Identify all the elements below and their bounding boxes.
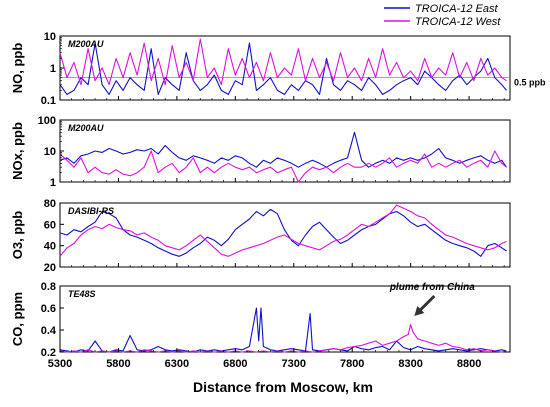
series-line-east [59,307,507,353]
y-tick-label: 0.2 [41,347,56,359]
y-tick-label: 0.6 [41,303,56,315]
instrument-label: TE48S [68,289,96,299]
x-tick-label: 6800 [223,358,247,370]
legend-label-west: TROICA-12 West [415,16,501,28]
annotation-label: plume from China [389,282,475,293]
series-line-west [59,323,507,353]
series-line-east [59,208,507,257]
panel-3: 0.2 0.4 0.6 0.8 TE48S CO, ppm plume from China [10,281,511,359]
y-tick-label: 0.1 [41,95,56,107]
x-tick-label: 5300 [48,358,72,370]
panel-1: 1 10 100 M200AU NOx, ppb [10,115,511,189]
x-tick-label: 8300 [398,358,422,370]
y-tick-label: 40 [44,241,56,253]
y-tick-label: 80 [44,198,56,210]
series-line-west [59,204,507,257]
panel-0: 0.5 ppb 0.1 1 10 M200AU NO, ppb [10,31,546,107]
panels: 0.5 ppb 0.1 1 10 M200AU NO, ppb 1 10 100 M200AU NO… [10,31,546,370]
y-tick-label: 0.4 [41,325,57,337]
y-tick-label: 100 [38,115,56,127]
y-tick-label: 60 [44,219,56,231]
reference-line-label: 0.5 ppb [514,78,546,88]
y-axis-title: O3, ppb [10,211,25,259]
x-axis-title: Distance from Moscow, km [193,379,373,395]
y-tick-label: 10 [44,146,56,158]
annotation-arrow-shaft [417,294,436,314]
y-tick-label: 20 [44,262,56,274]
instrument-label: M200AU [68,39,104,49]
panel-2: 20 40 60 80 DASIBI-RS O3, ppb [10,198,511,274]
series-line-east [59,42,507,95]
x-tick-label: 6300 [165,358,189,370]
legend-label-east: TROICA-12 East [415,3,498,15]
panel-frame [59,202,511,268]
y-tick-label: 1 [50,177,56,189]
x-tick-label: 5800 [106,358,130,370]
series-line-east [59,131,507,168]
x-tick-label: 7800 [340,358,364,370]
instrument-label: DASIBI-RS [68,206,114,216]
x-tick-label: 7300 [282,358,306,370]
panel-frame [59,119,511,183]
y-axis-title: NOx, ppb [10,122,25,180]
y-axis-title: CO, ppm [10,292,25,346]
y-tick-label: 10 [44,31,56,43]
instrument-label: M200AU [68,123,104,133]
y-axis-title: NO, ppb [10,43,25,94]
x-tick-label: 8800 [457,358,481,370]
y-tick-label: 0.8 [41,281,56,293]
series-line-west [59,150,507,183]
legend: TROICA-12 East TROICA-12 West [384,3,501,28]
series-line-west [59,38,507,86]
y-tick-label: 1 [50,63,56,75]
annotation-arrow-head [414,306,425,316]
